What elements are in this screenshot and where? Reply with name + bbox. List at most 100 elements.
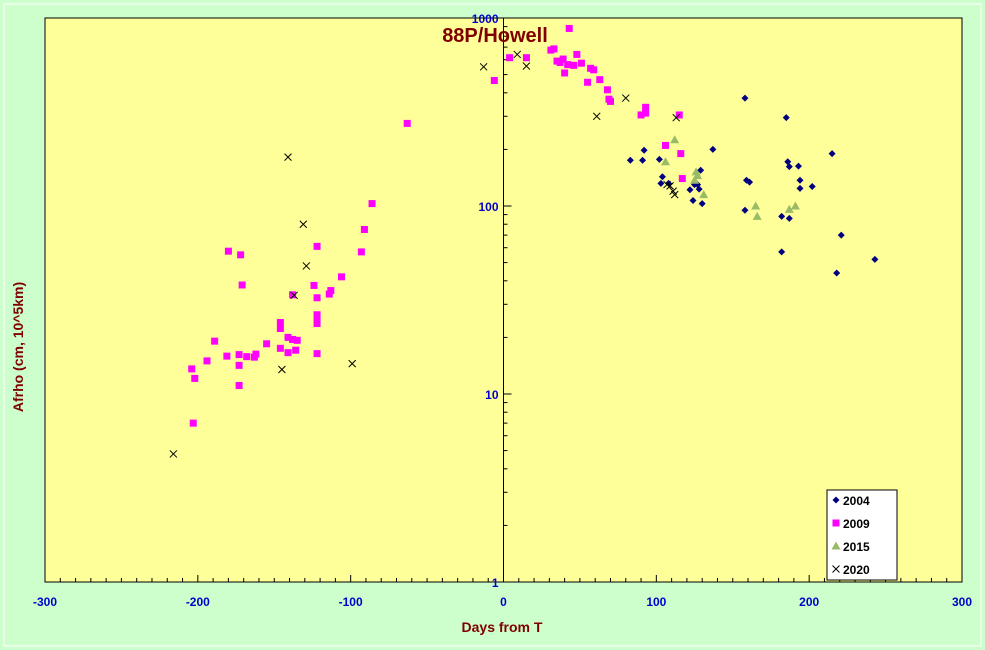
data-point-2009: [522, 54, 530, 62]
data-point-2015: [699, 190, 709, 199]
legend-label-2009: 2009: [843, 517, 870, 531]
data-point-2009: [327, 287, 335, 295]
data-point-2009: [292, 346, 300, 354]
legend-label-2015: 2015: [843, 540, 870, 554]
data-point-2009: [293, 336, 301, 344]
x-stroke: [670, 190, 679, 199]
x-tick-label: 300: [952, 595, 972, 609]
data-point-2004: [741, 206, 749, 214]
x-stroke: [348, 359, 357, 368]
data-point-2009: [565, 24, 573, 32]
data-point-2004: [785, 163, 793, 171]
data-point-2009: [252, 350, 260, 358]
data-point-2009: [564, 61, 572, 69]
data-point-2009: [325, 290, 333, 298]
data-point-2009: [577, 59, 585, 67]
data-point-2009: [678, 175, 686, 183]
y-tick-label: 100: [478, 200, 498, 214]
data-point-2009: [289, 291, 297, 299]
x-tick-label: 0: [500, 595, 507, 609]
legend: 2004 2009 2015 2020: [826, 489, 898, 581]
y-axis-label: Afrho (cm, 10^5km): [10, 282, 26, 412]
legend-marker-2004: [832, 496, 840, 504]
x-tick-label: 200: [799, 595, 819, 609]
data-point-2020: [513, 50, 522, 59]
data-point-2020: [290, 291, 298, 300]
data-point-2009: [284, 333, 292, 341]
data-point-2004: [686, 186, 694, 194]
data-point-2004: [808, 182, 816, 190]
data-point-2009: [506, 54, 514, 62]
x-stroke: [592, 112, 601, 121]
data-point-2009: [224, 247, 232, 255]
data-point-2009: [360, 225, 368, 233]
data-point-2009: [235, 351, 243, 359]
y-tick-label: 10: [485, 388, 499, 402]
x-stroke: [663, 180, 671, 189]
data-point-2009: [189, 419, 197, 427]
legend-label-2020: 2020: [843, 563, 870, 577]
x-stroke: [666, 181, 674, 190]
x-stroke: [621, 94, 630, 102]
x-stroke: [513, 50, 522, 59]
data-point-2004: [778, 212, 786, 220]
y-tick-label: 1000: [472, 12, 499, 26]
data-point-2020: [299, 220, 308, 229]
data-point-2004: [796, 176, 804, 184]
x-stroke: [169, 450, 178, 458]
data-point-2009: [313, 320, 321, 328]
x-tick-label: -200: [186, 595, 210, 609]
data-point-2004: [833, 269, 841, 277]
data-point-2009: [313, 294, 321, 302]
data-point-2009: [357, 248, 365, 256]
x-stroke: [672, 113, 681, 122]
data-point-2020: [302, 262, 311, 270]
data-point-2009: [642, 103, 650, 111]
legend-marker-2015: [831, 541, 841, 550]
legend-box: [826, 489, 898, 581]
points-layer: [169, 24, 879, 458]
data-point-2009: [573, 50, 581, 58]
x-stroke: [299, 220, 308, 229]
data-point-2009: [313, 311, 321, 319]
data-point-2004: [695, 185, 703, 193]
data-point-2009: [235, 381, 243, 389]
data-point-2009: [276, 319, 284, 327]
x-axis-label: Days from T: [462, 619, 543, 635]
legend-label-2004: 2004: [843, 494, 870, 508]
x-tick-label: -100: [339, 595, 363, 609]
data-point-2004: [782, 114, 790, 122]
data-point-2009: [276, 325, 284, 333]
data-point-2004: [837, 231, 845, 239]
data-point-2009: [313, 242, 321, 250]
data-point-2009: [263, 340, 271, 348]
x-tick-label: 100: [646, 595, 666, 609]
data-point-2020: [348, 359, 357, 368]
data-point-2015: [670, 135, 680, 144]
data-point-2020: [479, 62, 488, 71]
data-point-2009: [677, 150, 685, 158]
data-point-2004: [785, 214, 793, 222]
x-stroke: [479, 62, 488, 71]
data-point-2004: [689, 196, 697, 204]
data-point-2009: [584, 78, 592, 86]
data-point-2009: [662, 141, 670, 149]
data-point-2004: [698, 200, 706, 208]
data-point-2009: [403, 119, 411, 127]
data-point-2009: [603, 86, 611, 94]
x-stroke: [669, 187, 677, 195]
data-point-2015: [784, 204, 794, 213]
data-point-2020: [278, 365, 286, 374]
data-point-2009: [606, 97, 614, 105]
data-point-2009: [368, 200, 376, 208]
data-point-2009: [550, 45, 558, 53]
data-point-2009: [276, 344, 284, 352]
data-point-2009: [223, 352, 231, 360]
data-point-2009: [188, 365, 196, 373]
x-stroke: [290, 291, 298, 300]
data-point-2020: [284, 153, 292, 161]
data-point-2009: [211, 337, 219, 345]
data-point-2009: [337, 273, 345, 281]
data-point-2004: [778, 248, 786, 256]
